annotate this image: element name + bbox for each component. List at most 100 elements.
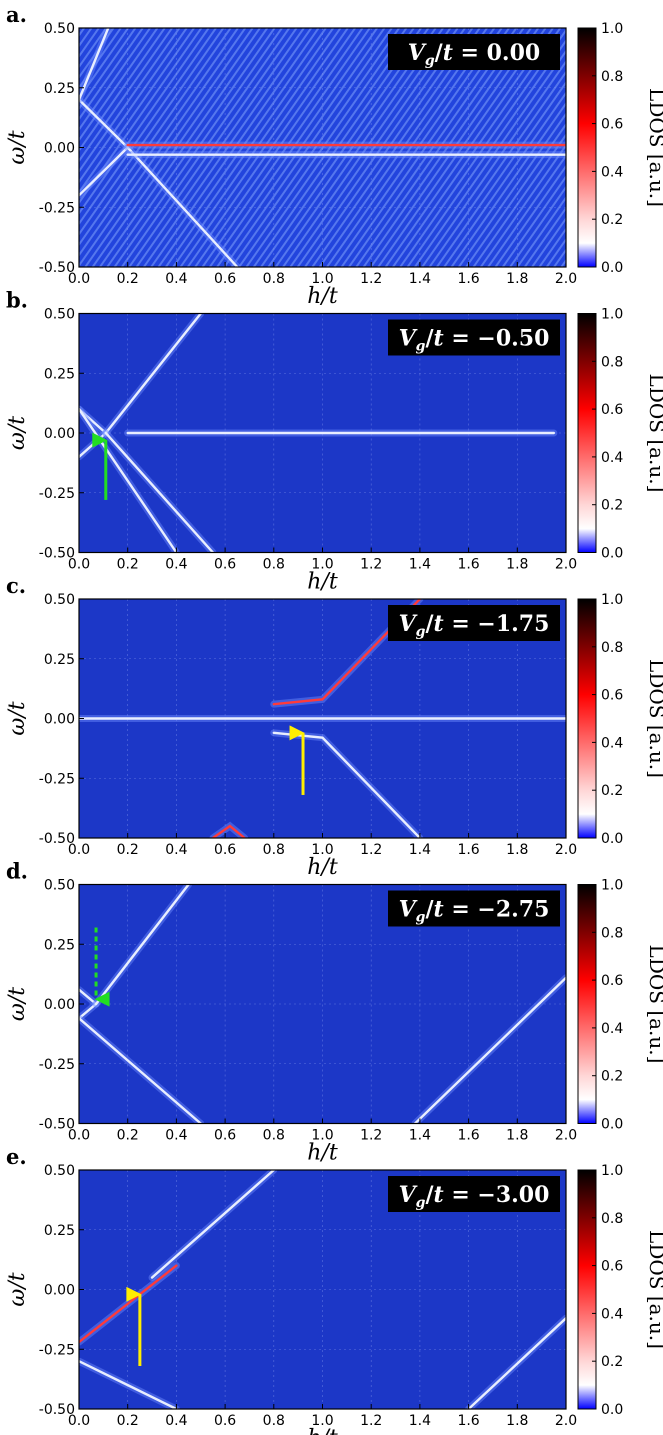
spectral-feature bbox=[467, 1316, 566, 1409]
colorbar-tick-label: 0.0 bbox=[601, 1117, 623, 1133]
x-tick-label: 2.0 bbox=[555, 271, 577, 287]
colorbar bbox=[577, 884, 597, 1124]
colorbar-label: LDOS [a.u.] bbox=[645, 659, 663, 778]
y-tick-label: -0.50 bbox=[39, 1117, 75, 1133]
x-tick-label: 1.4 bbox=[409, 1128, 431, 1144]
colorbar-tick-label: 0.6 bbox=[601, 973, 623, 989]
y-tick-label: 0.50 bbox=[44, 878, 75, 894]
colorbar-tick-label: 0.8 bbox=[601, 69, 623, 85]
x-tick-label: 1.6 bbox=[457, 1128, 479, 1144]
y-tick-label: -0.25 bbox=[39, 486, 75, 502]
y-axis-label: ω/t bbox=[5, 987, 30, 1021]
colorbar bbox=[577, 598, 597, 839]
x-tick-label: 0.6 bbox=[214, 557, 236, 573]
y-tick-label: 0.00 bbox=[44, 997, 75, 1013]
colorbar-label: LDOS [a.u.] bbox=[645, 374, 663, 493]
colorbar-tick-label: 0.2 bbox=[601, 1354, 623, 1370]
x-tick-label: 0.2 bbox=[117, 557, 139, 573]
annotation-box bbox=[388, 890, 560, 927]
y-tick-label: 0.50 bbox=[44, 307, 75, 323]
x-tick-label: 1.0 bbox=[311, 842, 333, 858]
x-tick-label: 1.8 bbox=[506, 1413, 528, 1429]
heatmap-features bbox=[79, 1170, 566, 1409]
x-tick-label: 0.2 bbox=[117, 1413, 139, 1429]
x-tick-label: 0.2 bbox=[117, 271, 139, 287]
panel-4: d. 0.0 0.2 0.4 0.6 0.8 1.0 1.2 1.4 1.6 1.8 2.0 -0.50… bbox=[5, 859, 663, 1166]
x-tick-label: 0.0 bbox=[68, 842, 90, 858]
heatmap-features bbox=[79, 28, 566, 267]
spectral-feature bbox=[79, 1264, 178, 1344]
colorbar-tick-label: 0.8 bbox=[601, 640, 623, 656]
y-tick-label: 0.50 bbox=[44, 21, 75, 37]
colorbar-tick-label: 0.0 bbox=[601, 546, 623, 562]
colorbar-tick-label: 0.8 bbox=[601, 1211, 623, 1227]
panel-letter: a. bbox=[6, 2, 27, 27]
y-axis-label: ω/t bbox=[5, 416, 30, 450]
y-tick-label: 0.00 bbox=[44, 141, 75, 157]
panel-5: e. 0.0 0.2 0.4 0.6 0.8 1.0 1.2 1.4 1.6 1.8 2.0 -0.50… bbox=[5, 1144, 663, 1435]
x-tick-label: 1.2 bbox=[360, 842, 382, 858]
x-tick-label: 0.0 bbox=[68, 1128, 90, 1144]
x-tick-label: 2.0 bbox=[555, 842, 577, 858]
x-tick-label: 0.8 bbox=[263, 557, 285, 573]
colorbar-tick-label: 0.8 bbox=[601, 354, 623, 370]
x-tick-label: 0.4 bbox=[165, 271, 187, 287]
x-tick-label: 0.8 bbox=[263, 1413, 285, 1429]
x-tick-label: 1.2 bbox=[360, 557, 382, 573]
x-axis-label: h/t bbox=[307, 1141, 338, 1166]
colorbar-tick-label: 0.6 bbox=[601, 402, 623, 418]
colorbar-tick-label: 0.0 bbox=[601, 831, 623, 847]
colorbar-label: LDOS [a.u.] bbox=[645, 945, 663, 1064]
x-tick-label: 0.8 bbox=[263, 1128, 285, 1144]
x-tick-label: 1.0 bbox=[311, 271, 333, 287]
y-axis-label: ω/t bbox=[5, 701, 30, 735]
y-tick-label: 0.25 bbox=[44, 652, 75, 668]
y-tick-label: 0.00 bbox=[44, 1283, 75, 1299]
y-tick-label: 0.00 bbox=[44, 426, 75, 442]
colorbar-tick-label: 0.4 bbox=[601, 1021, 623, 1037]
x-tick-label: 0.4 bbox=[165, 842, 187, 858]
colorbar-tick-label: 0.2 bbox=[601, 212, 623, 228]
colorbar-label: LDOS [a.u.] bbox=[645, 88, 663, 207]
colorbar-tick-label: 1.0 bbox=[601, 592, 623, 608]
annotation-text: Vg/t = −2.75 bbox=[399, 897, 550, 926]
x-tick-label: 0.8 bbox=[263, 842, 285, 858]
colorbar-tick-label: 0.4 bbox=[601, 735, 623, 751]
x-tick-label: 0.2 bbox=[117, 842, 139, 858]
y-tick-label: -0.25 bbox=[39, 1342, 75, 1358]
x-tick-label: 1.6 bbox=[457, 842, 479, 858]
panel-letter: c. bbox=[6, 573, 26, 598]
annotation-box bbox=[388, 605, 560, 641]
annotation-box bbox=[388, 34, 560, 70]
x-tick-label: 1.8 bbox=[506, 842, 528, 858]
x-tick-label: 1.6 bbox=[457, 557, 479, 573]
panel-1: a. 0.0 0.2 0.4 0.6 0.8 1.0 1.2 1.4 1.6 1.8 2.0 -0.50… bbox=[5, 2, 663, 309]
annotation-text: Vg/t = −3.00 bbox=[399, 1182, 550, 1211]
panel-3: c. 0.0 0.2 0.4 0.6 0.8 1.0 1.2 1.4 1.6 1.8 2.0 -0.50… bbox=[5, 573, 663, 880]
colorbar-tick-label: 0.2 bbox=[601, 498, 623, 514]
x-tick-label: 1.0 bbox=[311, 1413, 333, 1429]
colorbar-tick-label: 1.0 bbox=[601, 1163, 623, 1179]
spectral-feature bbox=[126, 146, 239, 267]
x-tick-label: 0.6 bbox=[214, 271, 236, 287]
heatmap-features bbox=[79, 884, 566, 1124]
panels-container: a. 0.0 0.2 0.4 0.6 0.8 1.0 1.2 1.4 1.6 1.8 2.0 -0.50… bbox=[5, 2, 663, 1435]
spectral-feature bbox=[272, 599, 422, 706]
annotation-text: Vg/t = −0.50 bbox=[399, 326, 550, 355]
x-axis-label: h/t bbox=[307, 855, 338, 880]
x-axis-label: h/t bbox=[307, 570, 338, 595]
x-axis-label: h/t bbox=[307, 1426, 338, 1435]
y-tick-label: -0.25 bbox=[39, 200, 75, 216]
y-tick-label: -0.25 bbox=[39, 1057, 75, 1073]
spectral-feature bbox=[150, 1170, 275, 1279]
x-tick-label: 1.0 bbox=[311, 1128, 333, 1144]
colorbar-tick-label: 1.0 bbox=[601, 878, 623, 894]
y-tick-label: 0.50 bbox=[44, 592, 75, 608]
panel-2: b. 0.0 0.2 0.4 0.6 0.8 1.0 1.2 1.4 1.6 1.8 2.0 -0.50… bbox=[5, 288, 663, 595]
colorbar-tick-label: 0.2 bbox=[601, 783, 623, 799]
x-tick-label: 1.4 bbox=[409, 557, 431, 573]
colorbar bbox=[577, 313, 597, 553]
x-tick-label: 1.2 bbox=[360, 1128, 382, 1144]
x-tick-label: 0.4 bbox=[165, 557, 187, 573]
